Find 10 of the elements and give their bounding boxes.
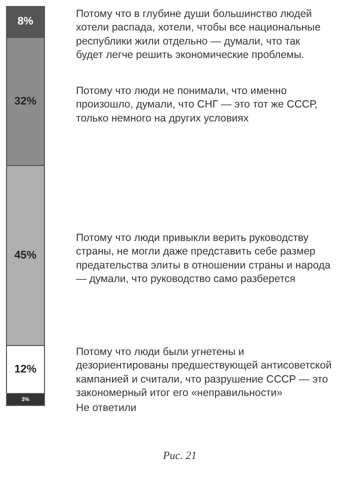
text: Потому что в глубине души большинство людей хотели распада, хотели, чтобы все национальные республики жили отдельно — думали, что так будет легче решить экономические проблемы. [76, 8, 321, 61]
text: Рис. 21 [162, 450, 197, 462]
text: Потому что люди не понимали, что именно произошло, думали, что СНГ — это тот же СССР, только немного на других условиях [76, 85, 318, 124]
data-label: 45% [14, 250, 37, 262]
text: Не ответили [76, 402, 137, 414]
data-label: 12% [14, 364, 37, 376]
data-label: 32% [14, 96, 37, 108]
data-label: 8% [17, 16, 34, 28]
text: Потому что люди были угнетены и дезориентированы предшествующей антисоветской кампанией и считали, что разрушение СССР — это закономерный итог его «неправильности» [76, 346, 332, 399]
text: Потому что люди привыкли верить руководству страны, не могли даже представить себе размер предательства элиты в отношении страны и народа — думали, что руководство само разберется [76, 232, 331, 285]
